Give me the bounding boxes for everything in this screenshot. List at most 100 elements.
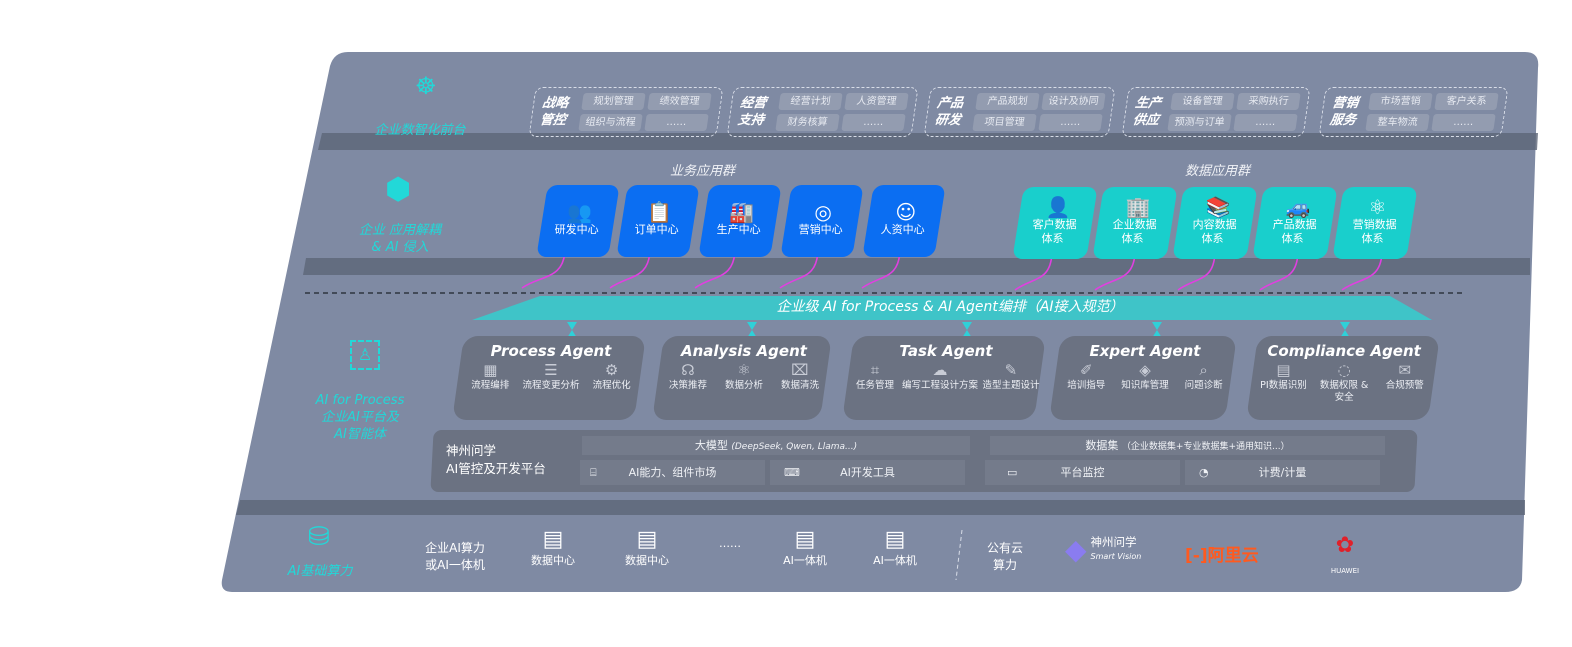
training-icon: ✐ [1080, 361, 1093, 379]
agent-feature[interactable]: ✎ 造型主题设计 [980, 361, 1042, 392]
smart-vision-logo-icon: ◆ [1065, 533, 1087, 566]
agent-feature[interactable]: ▦ 流程编排 [460, 361, 521, 392]
agent-feature[interactable]: ✐ 培训指导 [1057, 361, 1116, 392]
agent-name: Task Agent [899, 342, 993, 360]
agent-feature[interactable]: ⚙ 流程优化 [581, 361, 642, 392]
group-item[interactable]: 客户关系 [1434, 93, 1499, 110]
agent-feature[interactable]: ◌ 数据权限 & 安全 [1314, 361, 1375, 404]
group-item[interactable]: 组织与流程 [578, 114, 643, 131]
agent-card-analysis[interactable]: Analysis Agent ☊ 决策推荐 ⚛ 数据分析 ⌧ 数据清洗 [652, 336, 832, 420]
head-icon: ☊ [681, 361, 695, 379]
group-item[interactable]: 绩效管理 [647, 93, 712, 110]
factory-icon: 🏭 [728, 200, 754, 224]
group-title: 战略管控 [538, 96, 570, 128]
card-label: 体系 [1281, 232, 1304, 245]
app-card-rd[interactable]: 👥 研发中心 [536, 185, 620, 257]
group-title: 生产供应 [1131, 96, 1163, 128]
group-item[interactable]: 财务核算 [775, 114, 840, 131]
vendor-aliyun[interactable]: [-]阿里云 [1185, 546, 1259, 566]
card-label: 体系 [1361, 232, 1384, 245]
public-cloud-label: 公有云 算力 [980, 540, 1030, 574]
llm-note: (DeepSeek, Qwen, Llama...) [731, 442, 858, 452]
card-label: 体系 [1121, 232, 1144, 245]
platform-tool-billing[interactable]: ◔ 计费/计量 [1185, 460, 1380, 485]
platform-tool-devtools[interactable]: ⌨ AI开发工具 [770, 460, 965, 485]
agent-card-compliance[interactable]: Compliance Agent ▤ PI数据识别 ◌ 数据权限 & 安全 ✉ 合规预… [1246, 336, 1440, 420]
card-label: 研发中心 [554, 223, 599, 236]
card-label: 人资中心 [880, 223, 925, 236]
server-datacenter[interactable]: ▤ 数据中心 [617, 529, 677, 568]
shield-icon: ◌ [1337, 361, 1351, 379]
agent-feature[interactable]: ◈ 知识库管理 [1116, 361, 1175, 392]
group-item[interactable]: 采购执行 [1236, 93, 1301, 110]
agent-feature[interactable]: ⌕ 问题诊断 [1174, 361, 1233, 392]
data-card-content[interactable]: 📚 内容数据 体系 [1172, 187, 1258, 259]
agent-feature[interactable]: ☰ 流程变更分析 [522, 361, 580, 391]
label-line: 神州问学 [446, 443, 497, 458]
network-node-icon: ⬢ [385, 172, 412, 207]
group-item[interactable]: 整车物流 [1365, 114, 1430, 131]
card-label: 企业数据 [1112, 218, 1157, 231]
server-icon: ▤ [884, 527, 906, 552]
app-card-order[interactable]: 📋 订单中心 [616, 185, 700, 257]
app-card-production[interactable]: 🏭 生产中心 [698, 185, 782, 257]
atom-icon: ⚛ [1368, 195, 1387, 219]
group-item[interactable]: 人资管理 [844, 93, 909, 110]
agent-name: Analysis Agent [680, 342, 807, 360]
server-ai-appliance[interactable]: ▤ AI一体机 [775, 529, 835, 568]
data-card-enterprise[interactable]: 🏢 企业数据 体系 [1092, 187, 1178, 259]
group-item[interactable]: 规划管理 [581, 93, 646, 110]
data-card-customer[interactable]: 👤 客户数据 体系 [1012, 187, 1098, 259]
agent-feature[interactable]: ✉ 合规预警 [1374, 361, 1435, 404]
agent-card-process[interactable]: Process Agent ▦ 流程编排 ☰ 流程变更分析 ⚙ 流程优化 [452, 336, 646, 420]
building-icon: 🏢 [1125, 195, 1150, 219]
group-item[interactable]: 经营计划 [778, 93, 843, 110]
agent-feature[interactable]: ⚛ 数据分析 [716, 361, 772, 392]
agent-feature[interactable]: ⌧ 数据清洗 [772, 361, 828, 392]
ai-layer-label: AI for Process 企业AI平台及 AI智能体 [300, 392, 420, 443]
group-item[interactable]: 市场营销 [1368, 93, 1433, 110]
dataset-title: 数据集 [1085, 439, 1119, 452]
vendor-huawei[interactable]: ✿ HUAWEI [1325, 534, 1365, 577]
server-ai-appliance[interactable]: ▤ AI一体机 [865, 527, 925, 568]
data-card-product[interactable]: 🚙 产品数据 体系 [1252, 187, 1338, 259]
agent-card-expert[interactable]: Expert Agent ✐ 培训指导 ◈ 知识库管理 ⌕ 问题诊断 [1049, 336, 1237, 420]
platform-tool-monitor[interactable]: ▭ 平台监控 [985, 460, 1180, 485]
agent-card-task[interactable]: Task Agent ⌗ 任务管理 ☁ 编写工程设计方案 ✎ 造型主题设计 [842, 336, 1046, 420]
agent-feature[interactable]: ▤ PI数据识别 [1253, 361, 1314, 404]
target-icon: ◎ [814, 200, 833, 224]
label-line: 企业AI平台及 [321, 410, 399, 425]
data-apps-title: 数据应用群 [1185, 164, 1251, 179]
label-line: 企业 应用解耦 [358, 223, 442, 238]
llm-box[interactable]: 大模型 (DeepSeek, Qwen, Llama...) [582, 436, 970, 455]
group-item[interactable]: 设计及协同 [1041, 93, 1106, 110]
tool-label: 计费/计量 [1258, 466, 1307, 479]
car-icon: 🚙 [1285, 195, 1310, 219]
server-datacenter[interactable]: ▤ 数据中心 [523, 529, 583, 568]
layers-icon: ◈ [1139, 361, 1151, 379]
label-line: 算力 [992, 558, 1017, 572]
group-item[interactable]: 产品规划 [975, 93, 1040, 110]
clipboard-icon: 📋 [646, 200, 672, 224]
group-operations: 经营支持 经营计划 人资管理 财务核算…… [726, 87, 919, 137]
app-card-marketing[interactable]: ◎ 营销中心 [780, 185, 864, 257]
label-line: 企业AI算力 [425, 541, 485, 555]
clean-icon: ⌧ [791, 361, 809, 379]
agent-feature[interactable]: ☁ 编写工程设计方案 [901, 361, 978, 391]
dataset-box[interactable]: 数据集 （企业数据集+专业数据集+通用知识...） [990, 436, 1385, 455]
app-card-hr[interactable]: ☺ 人资中心 [862, 185, 946, 257]
agent-feature[interactable]: ☊ 决策推荐 [660, 361, 716, 392]
data-card-marketing[interactable]: ⚛ 营销数据 体系 [1332, 187, 1418, 259]
vendor-smart-vision[interactable]: ◆ 神州问学 Smart Vision [1065, 533, 1142, 566]
group-item[interactable]: 预测与订单 [1167, 114, 1232, 131]
dataset-note: （企业数据集+专业数据集+通用知识...） [1121, 442, 1290, 452]
label-line: AI管控及开发平台 [446, 461, 546, 476]
people-icon: ☺ [894, 200, 916, 224]
platform-tool-market[interactable]: ⌸ AI能力、组件市场 [580, 460, 765, 485]
group-item[interactable]: 项目管理 [972, 114, 1037, 131]
card-label: 内容数据 [1192, 218, 1237, 231]
agent-feature[interactable]: ⌗ 任务管理 [850, 361, 900, 392]
business-apps-title: 业务应用群 [670, 164, 736, 179]
group-item[interactable]: 设备管理 [1170, 93, 1235, 110]
card-label: 生产中心 [716, 223, 761, 236]
